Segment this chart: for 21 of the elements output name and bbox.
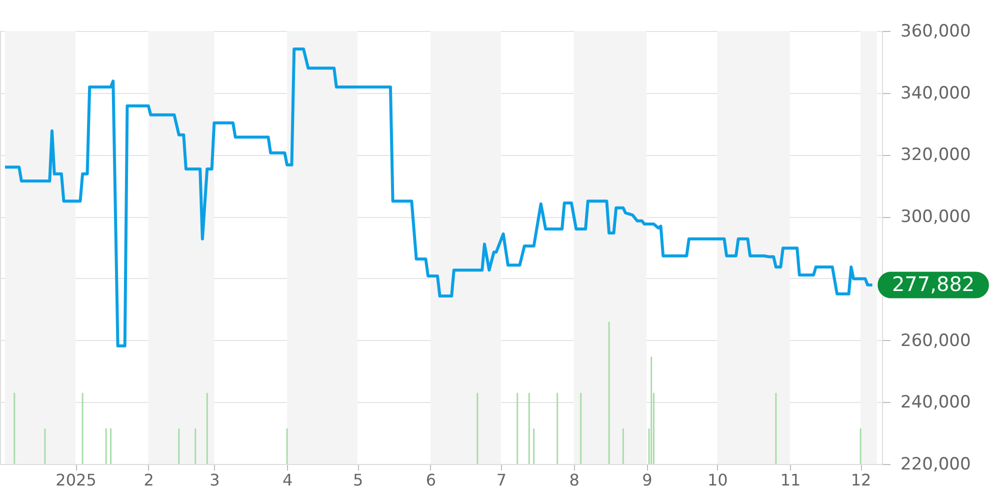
x-tick-label: 6	[426, 470, 436, 490]
x-tick-label: 8	[569, 470, 580, 490]
x-tick-label: 11	[780, 470, 801, 490]
y-tick-label: 220,000	[900, 454, 971, 474]
x-tick-label: 2025	[56, 470, 96, 490]
annotation: 277,882	[892, 272, 975, 296]
x-tick-label: 10	[707, 470, 728, 490]
x-tick-label: 3	[210, 470, 220, 490]
line-series	[4, 47, 874, 348]
y-tick-label: 260,000	[900, 330, 971, 351]
x-tick-label: 7	[496, 470, 507, 490]
x-tick-label: 4	[282, 470, 293, 490]
x-tick-label: 2	[144, 470, 154, 490]
y-tick-label: 300,000	[900, 207, 971, 228]
y-tick-label: 340,000	[900, 83, 971, 104]
y-tick-label: 360,000	[900, 22, 971, 42]
y-tick-label: 240,000	[900, 392, 971, 413]
x-tick-label: 9	[642, 470, 652, 490]
y-tick-label: 320,000	[900, 145, 971, 166]
x-tick-label: 5	[352, 470, 364, 490]
x-tick-label: 12	[850, 470, 872, 490]
